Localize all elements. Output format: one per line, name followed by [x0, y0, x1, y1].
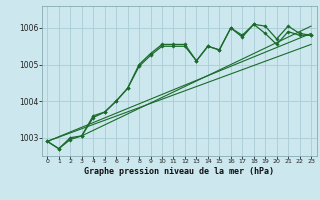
- X-axis label: Graphe pression niveau de la mer (hPa): Graphe pression niveau de la mer (hPa): [84, 167, 274, 176]
